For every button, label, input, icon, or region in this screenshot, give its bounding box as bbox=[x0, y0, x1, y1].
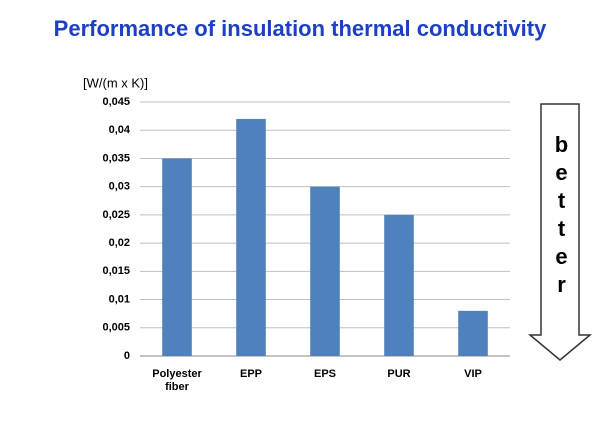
x-tick-label: EPS bbox=[313, 368, 336, 380]
y-tick-label: 0,01 bbox=[109, 293, 130, 305]
y-tick-label: 0,015 bbox=[102, 265, 130, 277]
better-arrow bbox=[527, 103, 593, 361]
bar bbox=[384, 214, 414, 356]
bar bbox=[236, 118, 266, 356]
y-tick-label: 0,03 bbox=[109, 181, 130, 193]
y-tick-label: 0,02 bbox=[109, 237, 130, 249]
chart-title: Performance of insulation thermal conduc… bbox=[54, 16, 547, 41]
x-tick-label: VIP bbox=[464, 368, 482, 380]
y-tick-label: 0,035 bbox=[102, 152, 130, 164]
y-axis-label: [W/(m x K)] bbox=[83, 75, 148, 90]
annotation: better bbox=[549, 132, 574, 300]
x-tick-label: PUR bbox=[387, 368, 411, 380]
y-tick-label: 0,04 bbox=[109, 124, 131, 136]
y-tick-label: 0,005 bbox=[102, 322, 130, 334]
bar bbox=[162, 158, 192, 356]
x-tick-label: EPP bbox=[239, 368, 262, 380]
y-tick-label: 0 bbox=[124, 350, 130, 362]
y-tick-label: 0,045 bbox=[102, 96, 130, 108]
bar bbox=[310, 186, 340, 356]
y-tick-label: 0,025 bbox=[102, 209, 130, 221]
bar bbox=[458, 310, 488, 356]
x-tick-label: Polyester fiber bbox=[152, 368, 202, 393]
